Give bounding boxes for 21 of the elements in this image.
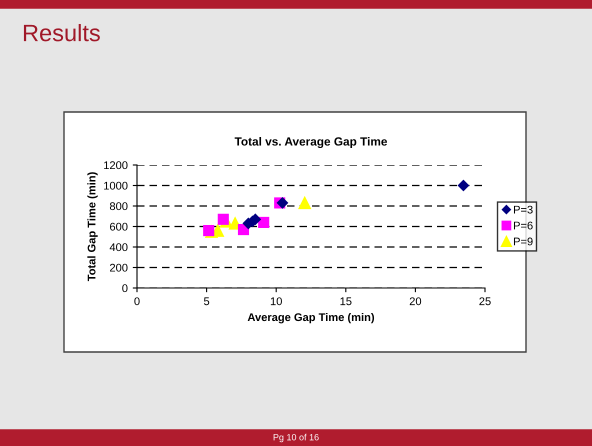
y-tick-label: 1200: [104, 161, 128, 170]
x-tick-label: 0: [134, 297, 140, 306]
y-tick-label: 400: [110, 243, 128, 252]
x-tick-label: 5: [204, 297, 210, 306]
y-tick-label: 800: [110, 202, 128, 210]
y-tick-label: 0: [122, 284, 128, 292]
legend-label: P=9: [514, 238, 533, 246]
x-tick-label: 25: [479, 297, 491, 306]
text: Pg 10 of 16: [274, 434, 319, 442]
text: Results: [24, 24, 100, 42]
y-tick-label: 600: [110, 222, 128, 231]
legend-label: P=6: [514, 222, 533, 230]
y-tick-label: 1000: [104, 182, 128, 190]
x-tick-label: 20: [410, 297, 422, 306]
y-axis-title: Total Gap Time (min): [87, 172, 98, 282]
y-tick-label: 200: [110, 264, 128, 272]
x-tick-label: 15: [340, 297, 352, 306]
legend-label: P=3: [514, 206, 533, 214]
x-axis-title: Average Gap Time (min): [248, 312, 374, 324]
chart-title: Total vs. Average Gap Time: [234, 137, 388, 148]
x-tick-label: 10: [270, 297, 282, 306]
